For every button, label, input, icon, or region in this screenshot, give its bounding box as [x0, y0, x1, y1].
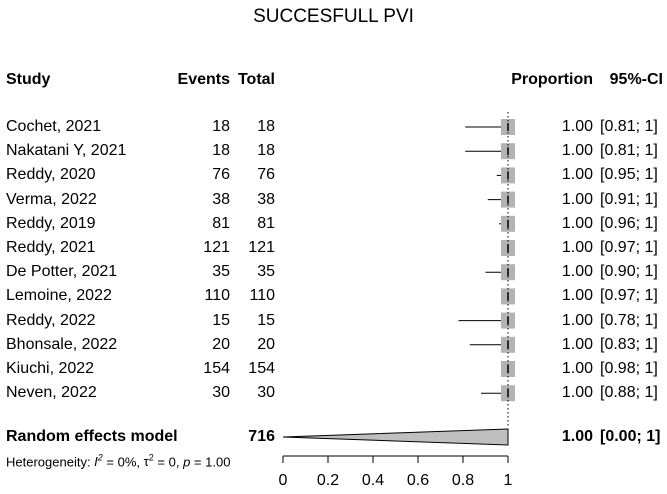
study-proportion: 1.00: [561, 360, 593, 377]
study-events: 121: [203, 239, 230, 256]
study-events: 18: [212, 118, 230, 135]
study-events: 38: [212, 190, 230, 208]
study-ci: [0.81; 1]: [600, 142, 658, 160]
study-events: 30: [212, 384, 230, 402]
study-ci: [0.81; 1]: [600, 118, 658, 135]
random-effects-label: Random effects model: [6, 428, 178, 445]
x-axis-tick-label: 0.2: [316, 472, 340, 489]
study-ci: [0.91; 1]: [600, 190, 658, 208]
study-ci: [0.88; 1]: [600, 384, 658, 402]
random-effects-total: 716: [248, 428, 275, 445]
study-proportion: 1.00: [561, 239, 593, 256]
header-study: Study: [6, 71, 51, 88]
header-total: Total: [237, 71, 275, 88]
study-name: Lemoine, 2022: [6, 287, 112, 305]
study-name: Nakatani Y, 2021: [6, 142, 127, 160]
header-events: Events: [177, 71, 230, 88]
p-value: = 1.00: [190, 454, 231, 470]
tau2-value: = 0,: [153, 454, 184, 470]
study-events: 18: [212, 142, 230, 160]
study-ci: [0.97; 1]: [600, 287, 658, 305]
study-proportion: 1.00: [561, 118, 593, 135]
study-events: 110: [204, 287, 230, 305]
random-effects-proportion: 1.00: [561, 428, 593, 445]
study-proportion: 1.00: [561, 311, 593, 329]
study-name: Reddy, 2019: [6, 214, 96, 232]
study-events: 20: [212, 335, 230, 353]
study-ci: [0.98; 1]: [600, 360, 658, 377]
study-total: 18: [257, 142, 275, 160]
heterogeneity-text: Heterogeneity: I2 = 0%, τ2 = 0, p = 1.00: [6, 451, 230, 469]
study-name: Reddy, 2022: [6, 311, 96, 329]
study-name: Kiuchi, 2022: [6, 360, 95, 377]
x-axis-tick-label: 0: [278, 472, 288, 489]
study-ci: [0.90; 1]: [600, 263, 658, 281]
study-total: 35: [257, 263, 275, 281]
study-proportion: 1.00: [561, 166, 593, 184]
p-symbol: p: [183, 454, 191, 470]
header-ci: 95%-CI: [609, 71, 663, 88]
study-events: 35: [212, 263, 230, 281]
x-axis-tick-label: 0.6: [406, 472, 430, 489]
study-ci: [0.83; 1]: [600, 335, 658, 353]
study-events: 76: [212, 166, 230, 184]
study-events: 81: [212, 214, 230, 232]
study-total: 81: [257, 214, 275, 232]
study-name: De Potter, 2021: [6, 263, 118, 281]
random-effects-ci: [0.00; 1]: [600, 428, 661, 445]
study-name: Verma, 2022: [6, 190, 97, 208]
study-proportion: 1.00: [561, 287, 593, 305]
study-total: 20: [257, 335, 275, 353]
study-total: 18: [257, 118, 275, 135]
study-name: Cochet, 2021: [6, 118, 102, 135]
tau2-symbol: τ2: [143, 453, 154, 470]
study-name: Neven, 2022: [6, 384, 97, 402]
study-name: Bhonsale, 2022: [6, 335, 118, 353]
study-events: 154: [203, 360, 230, 377]
study-proportion: 1.00: [561, 384, 593, 402]
heterogeneity-prefix: Heterogeneity:: [6, 454, 95, 470]
study-name: Reddy, 2021: [6, 239, 96, 256]
study-total: 76: [257, 166, 275, 184]
study-name: Reddy, 2020: [6, 166, 96, 184]
study-total: 154: [248, 360, 275, 377]
study-proportion: 1.00: [561, 190, 593, 208]
x-axis-tick-label: 0.8: [451, 472, 475, 489]
study-total: 38: [257, 190, 275, 208]
random-effects-diamond: [282, 428, 509, 446]
study-ci: [0.95; 1]: [600, 166, 658, 184]
chart-title: SUCCESFULL PVI: [253, 6, 414, 27]
study-total: 15: [257, 311, 275, 329]
study-ci: [0.96; 1]: [600, 214, 658, 232]
x-axis-tick-label: 1: [503, 472, 513, 489]
study-proportion: 1.00: [561, 263, 593, 281]
study-total: 121: [248, 239, 275, 256]
study-total: 110: [249, 287, 275, 305]
i2-value: = 0%,: [102, 454, 144, 470]
study-proportion: 1.00: [561, 335, 593, 353]
study-proportion: 1.00: [561, 142, 593, 160]
study-ci: [0.78; 1]: [600, 311, 658, 329]
study-total: 30: [257, 384, 275, 402]
study-ci: [0.97; 1]: [600, 239, 658, 256]
study-events: 15: [212, 311, 230, 329]
header-proportion: Proportion: [511, 71, 593, 88]
study-proportion: 1.00: [561, 214, 593, 232]
x-axis-tick-label: 0.4: [361, 472, 385, 489]
i2-symbol: I2: [94, 453, 103, 470]
